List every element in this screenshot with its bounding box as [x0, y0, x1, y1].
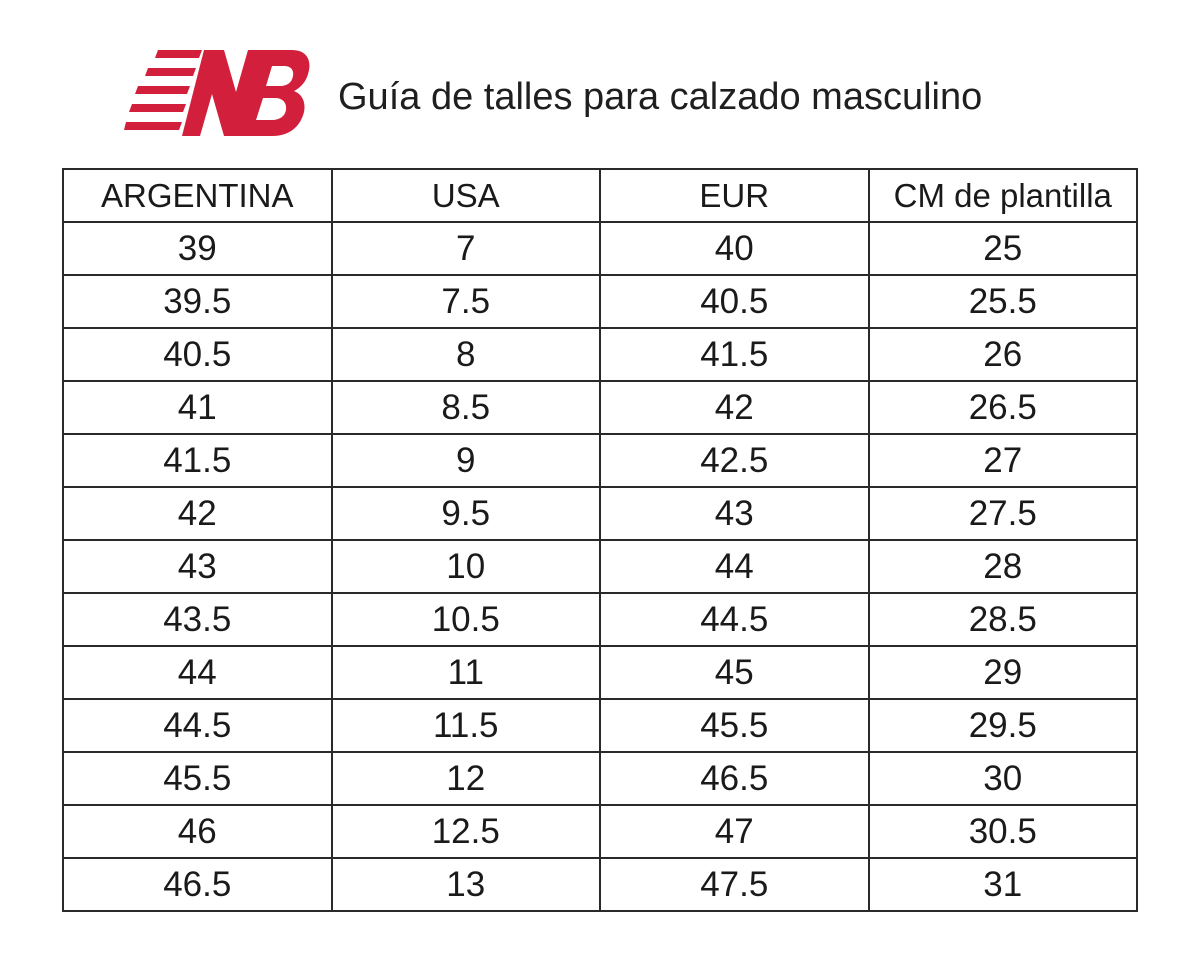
table-row: 45.5 12 46.5 30	[62, 751, 1138, 806]
cell-argentina: 46.5	[62, 857, 333, 912]
cell-eur: 45	[599, 645, 870, 700]
cell-eur: 40.5	[599, 274, 870, 329]
cell-argentina: 43	[62, 539, 333, 594]
cell-eur: 40	[599, 221, 870, 276]
page-header: Guía de talles para calzado masculino	[0, 0, 1200, 160]
table-row: 44.5 11.5 45.5 29.5	[62, 698, 1138, 753]
cell-argentina: 41.5	[62, 433, 333, 488]
cell-eur: 44	[599, 539, 870, 594]
cell-eur: 44.5	[599, 592, 870, 647]
table-row: 39.5 7.5 40.5 25.5	[62, 274, 1138, 329]
cell-usa: 13	[330, 857, 601, 912]
cell-argentina: 42	[62, 486, 333, 541]
table-row: 44 11 45 29	[62, 645, 1138, 700]
cell-cm: 26	[867, 327, 1138, 382]
column-header-cm: CM de plantilla	[867, 168, 1138, 223]
cell-cm: 25	[867, 221, 1138, 276]
cell-eur: 43	[599, 486, 870, 541]
table-row: 46 12.5 47 30.5	[62, 804, 1138, 859]
column-header-argentina: ARGENTINA	[62, 168, 333, 223]
cell-cm: 26.5	[867, 380, 1138, 435]
cell-eur: 41.5	[599, 327, 870, 382]
table-row: 43 10 44 28	[62, 539, 1138, 594]
table-row: 40.5 8 41.5 26	[62, 327, 1138, 382]
table-header-row: ARGENTINA USA EUR CM de plantilla	[62, 168, 1138, 223]
table-row: 46.5 13 47.5 31	[62, 857, 1138, 912]
cell-usa: 7.5	[330, 274, 601, 329]
cell-usa: 11.5	[330, 698, 601, 753]
cell-usa: 11	[330, 645, 601, 700]
cell-cm: 29	[867, 645, 1138, 700]
cell-usa: 10.5	[330, 592, 601, 647]
cell-argentina: 45.5	[62, 751, 333, 806]
cell-usa: 8.5	[330, 380, 601, 435]
cell-eur: 47	[599, 804, 870, 859]
cell-eur: 42	[599, 380, 870, 435]
cell-usa: 12.5	[330, 804, 601, 859]
cell-argentina: 44	[62, 645, 333, 700]
new-balance-logo-icon	[124, 50, 310, 136]
cell-cm: 30.5	[867, 804, 1138, 859]
table-row: 39 7 40 25	[62, 221, 1138, 276]
table-row: 41.5 9 42.5 27	[62, 433, 1138, 488]
cell-eur: 42.5	[599, 433, 870, 488]
cell-argentina: 43.5	[62, 592, 333, 647]
cell-usa: 12	[330, 751, 601, 806]
size-guide-table: ARGENTINA USA EUR CM de plantilla 39 7 4…	[62, 168, 1138, 912]
column-header-usa: USA	[330, 168, 601, 223]
table-row: 42 9.5 43 27.5	[62, 486, 1138, 541]
cell-cm: 29.5	[867, 698, 1138, 753]
cell-usa: 7	[330, 221, 601, 276]
cell-eur: 45.5	[599, 698, 870, 753]
cell-usa: 9.5	[330, 486, 601, 541]
cell-cm: 25.5	[867, 274, 1138, 329]
cell-cm: 28.5	[867, 592, 1138, 647]
cell-argentina: 46	[62, 804, 333, 859]
page-title: Guía de talles para calzado masculino	[338, 76, 983, 118]
cell-cm: 27.5	[867, 486, 1138, 541]
cell-cm: 28	[867, 539, 1138, 594]
cell-cm: 27	[867, 433, 1138, 488]
cell-usa: 8	[330, 327, 601, 382]
cell-argentina: 41	[62, 380, 333, 435]
cell-cm: 31	[867, 857, 1138, 912]
cell-argentina: 39	[62, 221, 333, 276]
cell-eur: 47.5	[599, 857, 870, 912]
cell-argentina: 44.5	[62, 698, 333, 753]
cell-eur: 46.5	[599, 751, 870, 806]
cell-usa: 9	[330, 433, 601, 488]
cell-argentina: 39.5	[62, 274, 333, 329]
table-row: 43.5 10.5 44.5 28.5	[62, 592, 1138, 647]
column-header-eur: EUR	[599, 168, 870, 223]
table-row: 41 8.5 42 26.5	[62, 380, 1138, 435]
cell-cm: 30	[867, 751, 1138, 806]
cell-usa: 10	[330, 539, 601, 594]
cell-argentina: 40.5	[62, 327, 333, 382]
